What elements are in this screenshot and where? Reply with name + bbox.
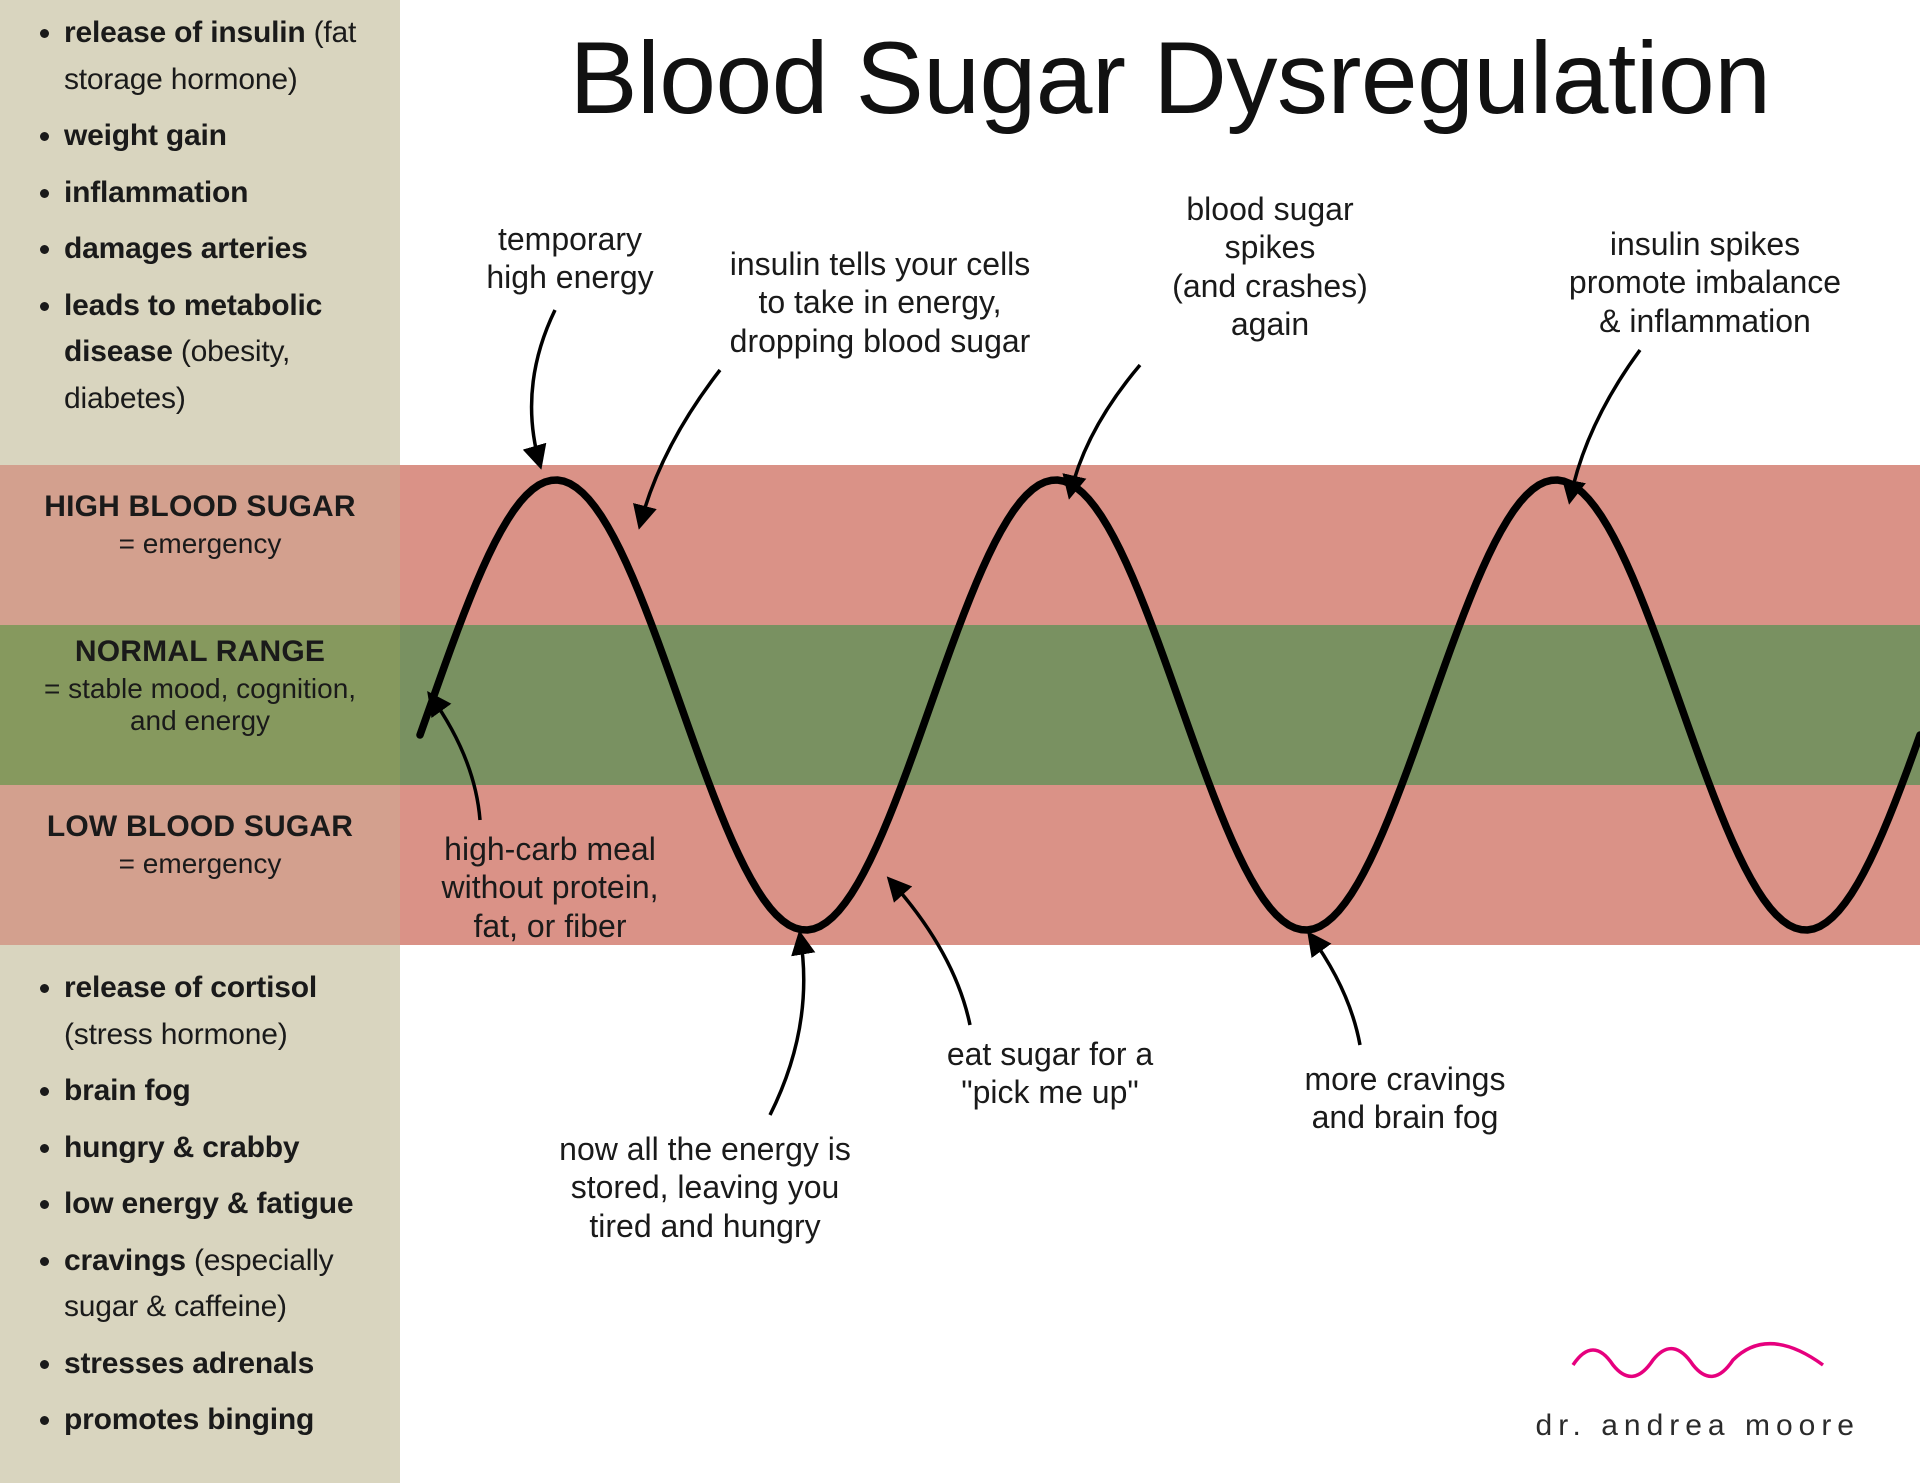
bullets-top: release of insulin (fat storage hormone)… bbox=[30, 10, 385, 432]
band-low-sub: = emergency bbox=[24, 848, 376, 880]
annotation-a1: temporaryhigh energy bbox=[450, 220, 690, 297]
bullet-top-2: inflammation bbox=[64, 170, 385, 217]
annotation-a4: insulin spikespromote imbalance& inflamm… bbox=[1540, 225, 1870, 340]
bullets-bottom: release of cortisol (stress hormone) brai… bbox=[30, 965, 385, 1454]
annotation-a2: insulin tells your cellsto take in energ… bbox=[690, 245, 1070, 360]
annotation-a7: eat sugar for a"pick me up" bbox=[910, 1035, 1190, 1112]
band-low-title: LOW BLOOD SUGAR bbox=[24, 810, 376, 844]
arrow-a7 bbox=[890, 880, 970, 1025]
annotation-a3: blood sugarspikes(and crashes)again bbox=[1150, 190, 1390, 344]
arrow-a3 bbox=[1070, 365, 1140, 495]
bullet-top-0: release of insulin (fat storage hormone) bbox=[64, 10, 385, 103]
band-high-title: HIGH BLOOD SUGAR bbox=[24, 490, 376, 524]
annotation-a6: now all the energy isstored, leaving you… bbox=[525, 1130, 885, 1245]
band-low-label: LOW BLOOD SUGAR = emergency bbox=[0, 810, 400, 880]
credit-name: dr. andrea moore bbox=[1536, 1409, 1860, 1443]
bullet-bottom-0: release of cortisol (stress hormone) bbox=[64, 965, 385, 1058]
infographic: HIGH BLOOD SUGAR = emergency NORMAL RANG… bbox=[0, 0, 1920, 1483]
arrow-a8 bbox=[1310, 935, 1360, 1045]
bullet-bottom-5: stresses adrenals bbox=[64, 1341, 385, 1388]
bullet-bottom-1: brain fog bbox=[64, 1068, 385, 1115]
bullet-top-3: damages arteries bbox=[64, 226, 385, 273]
bullet-top-1: weight gain bbox=[64, 113, 385, 160]
arrow-a2 bbox=[640, 370, 720, 525]
annotation-a5: high-carb mealwithout protein,fat, or fi… bbox=[420, 830, 680, 945]
band-normal-title: NORMAL RANGE bbox=[24, 635, 376, 669]
band-normal-label: NORMAL RANGE = stable mood, cognition, a… bbox=[0, 635, 400, 737]
band-high-label: HIGH BLOOD SUGAR = emergency bbox=[0, 490, 400, 560]
annotation-a8: more cravingsand brain fog bbox=[1275, 1060, 1535, 1137]
credit-flourish-icon bbox=[1568, 1330, 1828, 1390]
bullet-top-4: leads to metabolic disease (obesity, dia… bbox=[64, 283, 385, 423]
band-high-sub: = emergency bbox=[24, 528, 376, 560]
bullet-bottom-6: promotes binging bbox=[64, 1397, 385, 1444]
bullet-bottom-4: cravings (especially sugar & caffeine) bbox=[64, 1238, 385, 1331]
band-normal-sub: = stable mood, cognition, and energy bbox=[24, 673, 376, 737]
arrow-a5 bbox=[430, 695, 480, 820]
arrow-a4 bbox=[1570, 350, 1640, 500]
bullet-bottom-2: hungry & crabby bbox=[64, 1125, 385, 1172]
bullet-bottom-3: low energy & fatigue bbox=[64, 1181, 385, 1228]
arrow-a6 bbox=[770, 935, 804, 1115]
credit: dr. andrea moore bbox=[1536, 1330, 1860, 1443]
arrow-a1 bbox=[532, 310, 555, 465]
